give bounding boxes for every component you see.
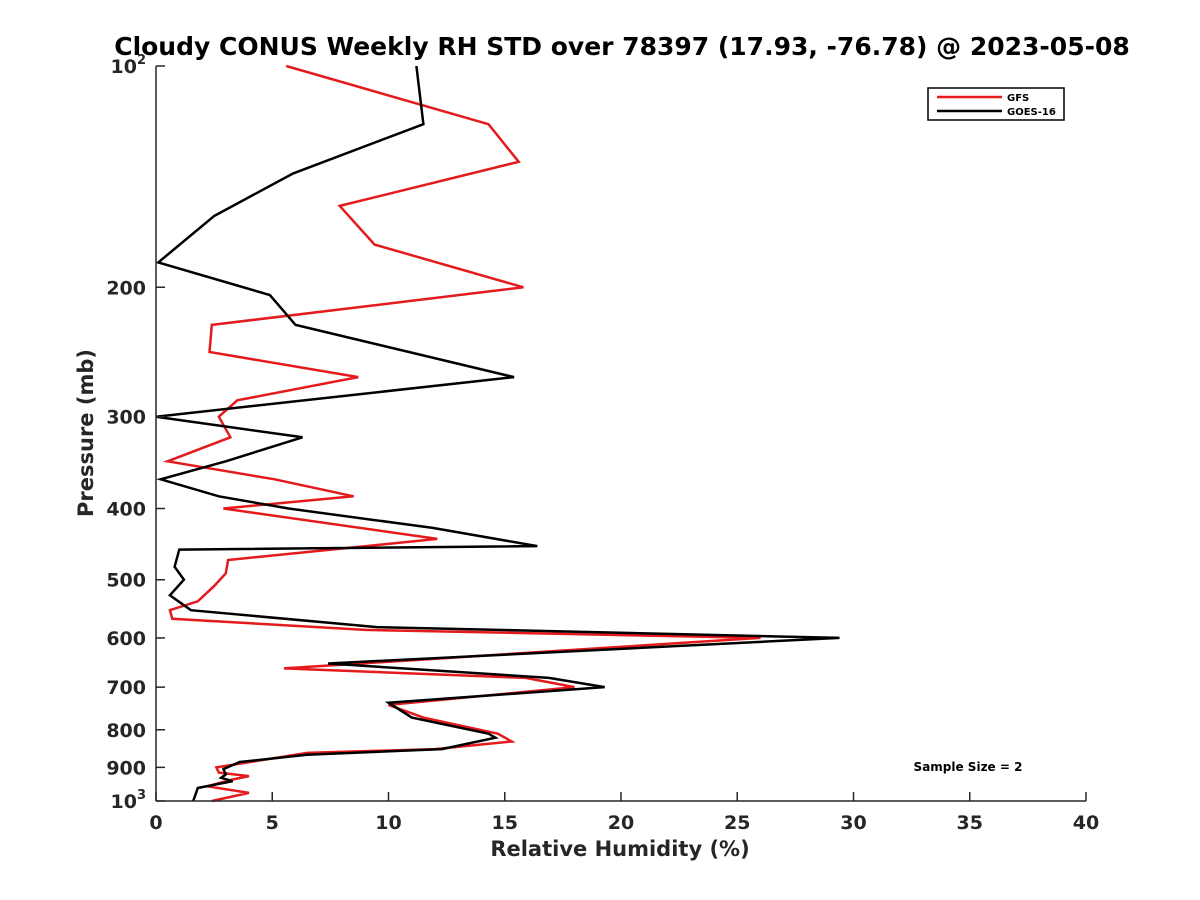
legend-label-goes16: GOES-16	[1007, 107, 1056, 118]
x-tick-label: 5	[266, 812, 279, 834]
legend-box	[927, 87, 1065, 121]
x-tick-label: 15	[492, 812, 518, 834]
series-line-goes16	[155, 65, 840, 802]
y-tick-label: 900	[106, 757, 146, 779]
x-tick-label: 20	[608, 812, 634, 834]
sample-size-annotation: Sample Size = 2	[914, 760, 1023, 774]
y-axis-label: Pressure (mb)	[74, 349, 98, 517]
legend-label-gfs: GFS	[1007, 93, 1029, 104]
y-tick-label: 600	[106, 628, 146, 650]
chart-title: Cloudy CONUS Weekly RH STD over 78397 (1…	[114, 32, 1130, 61]
y-tick-label: 200	[106, 277, 146, 299]
x-tick-label: 40	[1073, 812, 1099, 834]
x-tick-label: 30	[840, 812, 866, 834]
y-tick-label: 700	[106, 677, 146, 699]
y-tick-label: 102	[111, 53, 147, 78]
y-tick-label: 103	[111, 788, 147, 813]
y-tick-label: 300	[106, 407, 146, 429]
x-tick-label: 35	[957, 812, 983, 834]
x-axis-label: Relative Humidity (%)	[490, 837, 749, 861]
x-tick-label: 10	[375, 812, 401, 834]
legend: GFS GOES-16	[927, 87, 1065, 121]
y-tick-label: 400	[106, 499, 146, 521]
y-axis-ticks: 102 200 300 400 500 600 700 800 900 103	[106, 53, 165, 813]
plot-area	[155, 64, 1086, 803]
y-tick-label: 800	[106, 720, 146, 742]
x-axis-ticks: 0 5 10 15 20 25 30 35 40	[149, 792, 1099, 834]
y-tick-label: 500	[106, 570, 146, 592]
x-tick-label: 25	[724, 812, 750, 834]
x-tick-label: 0	[149, 812, 162, 834]
